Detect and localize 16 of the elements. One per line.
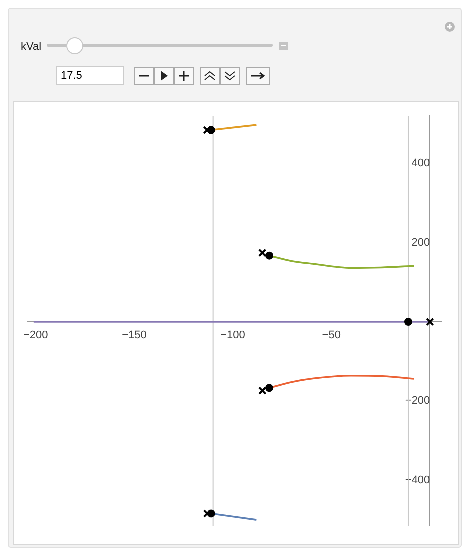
point [266,252,274,260]
point [258,248,267,258]
x-tick-label: −200 [23,330,48,342]
text: kVal [21,41,42,53]
point [258,386,267,396]
x-tick-label: −100 [220,330,246,342]
text: 17.5 [56,66,124,85]
point [266,384,274,392]
point [426,318,434,326]
y-tick-label: 400 [412,158,430,170]
point [404,318,412,326]
y-tick-label: −200 [405,395,430,408]
y-tick-label: −400 [405,474,430,486]
y-tick-label: 200 [412,236,430,249]
x-tick-label: −50 [322,330,341,342]
x-tick-label: −150 [122,330,147,342]
